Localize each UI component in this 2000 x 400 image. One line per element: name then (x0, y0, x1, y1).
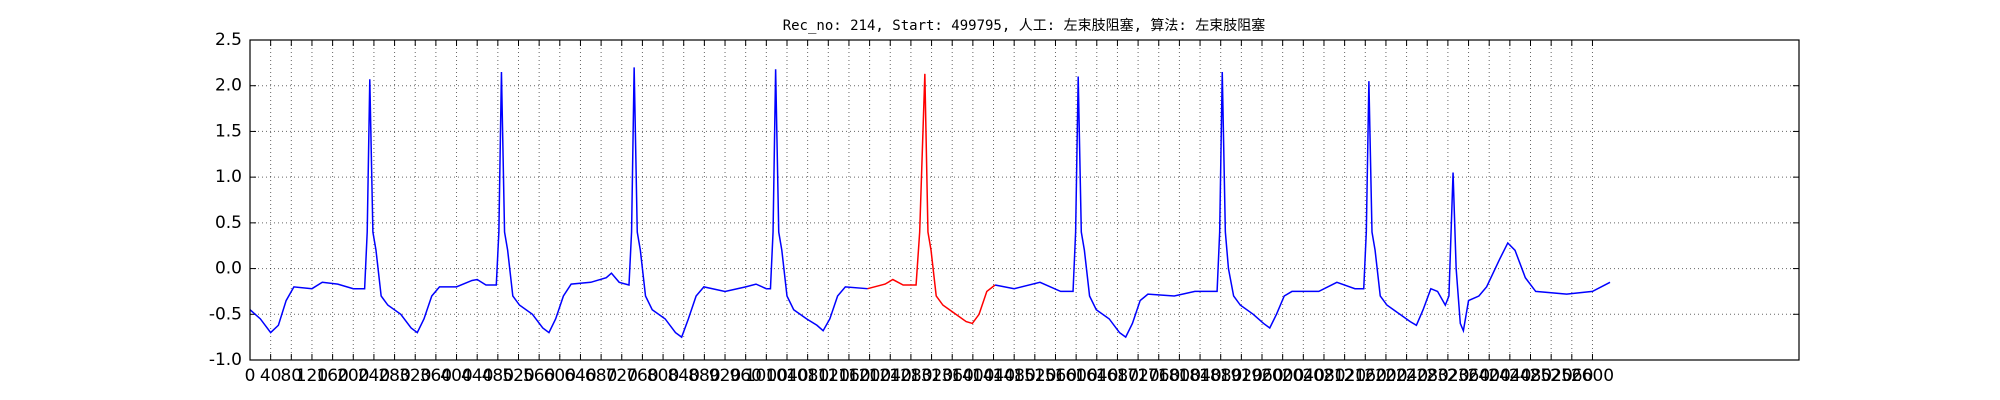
x-tick-label: 2040 (1282, 366, 1325, 386)
y-tick-label: 2.0 (215, 76, 242, 96)
x-tick-label: 1400 (951, 366, 994, 386)
x-tick-label: 960 (729, 366, 761, 386)
x-tick-label: 1440 (972, 366, 1015, 386)
x-tick-label: 1840 (1178, 366, 1221, 386)
x-tick-label: 2080 (1302, 366, 1345, 386)
x-tick-label: 1160 (827, 366, 870, 386)
x-tick-label: 880 (688, 366, 720, 386)
x-tick-label: 920 (709, 366, 741, 386)
x-tick-label: 1720 (1116, 366, 1159, 386)
x-tick-label: 2320 (1426, 366, 1469, 386)
x-tick-label: 2440 (1488, 366, 1531, 386)
x-tick-label: 2160 (1344, 366, 1387, 386)
x-tick-label: 2000 (1261, 366, 1304, 386)
x-tick-label: 1080 (786, 366, 829, 386)
y-tick-label: -1.0 (209, 350, 242, 370)
x-tick-label: 360 (420, 366, 452, 386)
x-tick-label: 240 (358, 366, 390, 386)
x-tick-label: 2400 (1468, 366, 1511, 386)
y-tick-label: 0.5 (215, 213, 242, 233)
x-tick-label: 440 (461, 366, 493, 386)
x-tick-label: 560 (523, 366, 555, 386)
x-tick-label: 680 (585, 366, 617, 386)
x-tick-label: 720 (606, 366, 638, 386)
x-tick-label: 1480 (993, 366, 1036, 386)
x-tick-label: 520 (502, 366, 534, 386)
x-tick-label: 160 (316, 366, 348, 386)
x-tick-label: 480 (482, 366, 514, 386)
x-tick-label: 320 (399, 366, 431, 386)
ecg-line (994, 71, 1611, 339)
x-tick-label: 840 (667, 366, 699, 386)
x-tick-label: 1520 (1013, 366, 1056, 386)
x-tick-label: 1800 (1158, 366, 1201, 386)
x-tick-label: 1920 (1220, 366, 1263, 386)
ecg-line (867, 73, 996, 325)
x-tick-label: 1320 (910, 366, 953, 386)
x-tick-label: 2360 (1447, 366, 1490, 386)
x-tick-label: 1680 (1096, 366, 1139, 386)
y-tick-label: 2.5 (215, 30, 242, 50)
x-tick-label: 1120 (807, 366, 850, 386)
x-tick-label: 1360 (931, 366, 974, 386)
x-tick-label: 2480 (1509, 366, 1552, 386)
x-tick-label: 800 (647, 366, 679, 386)
x-tick-label: 2280 (1406, 366, 1449, 386)
x-tick-label: 1640 (1075, 366, 1118, 386)
x-tick-label: 400 (440, 366, 472, 386)
ecg-line (249, 67, 868, 339)
y-tick-label: 1.5 (215, 121, 242, 141)
plot-frame (249, 39, 1800, 361)
x-tick-label: 2560 (1550, 366, 1593, 386)
x-tick-label: 1600 (1055, 366, 1098, 386)
x-tick-label: 2600 (1571, 366, 1614, 386)
x-tick-label: 2120 (1323, 366, 1366, 386)
x-tick-label: 200 (337, 366, 369, 386)
x-tick-label: 1280 (889, 366, 932, 386)
x-tick-label: 1000 (745, 366, 788, 386)
y-tick-label: 0.0 (215, 259, 242, 279)
x-tick-label: 120 (296, 366, 328, 386)
chart-title: Rec_no: 214, Start: 499795, 人工: 左束肢阻塞, 算… (783, 17, 1266, 34)
x-tick-label: 1880 (1199, 366, 1242, 386)
x-tick-label: 40 (260, 366, 282, 386)
x-tick-label: 1560 (1034, 366, 1077, 386)
x-tick-label: 80 (280, 366, 302, 386)
x-tick-label: 1240 (869, 366, 912, 386)
x-tick-label: 640 (564, 366, 596, 386)
x-tick-label: 2240 (1385, 366, 1428, 386)
y-tick-label: 1.0 (215, 167, 242, 187)
x-tick-label: 1040 (765, 366, 808, 386)
y-tick-label: -0.5 (209, 304, 242, 324)
x-tick-label: 2200 (1364, 366, 1407, 386)
x-tick-label: 280 (378, 366, 410, 386)
x-tick-label: 0 (245, 366, 256, 386)
x-tick-label: 1760 (1137, 366, 1180, 386)
x-tick-label: 760 (626, 366, 658, 386)
x-tick-label: 1960 (1240, 366, 1283, 386)
x-tick-label: 600 (544, 366, 576, 386)
x-tick-label: 1200 (848, 366, 891, 386)
x-tick-label: 2520 (1530, 366, 1573, 386)
